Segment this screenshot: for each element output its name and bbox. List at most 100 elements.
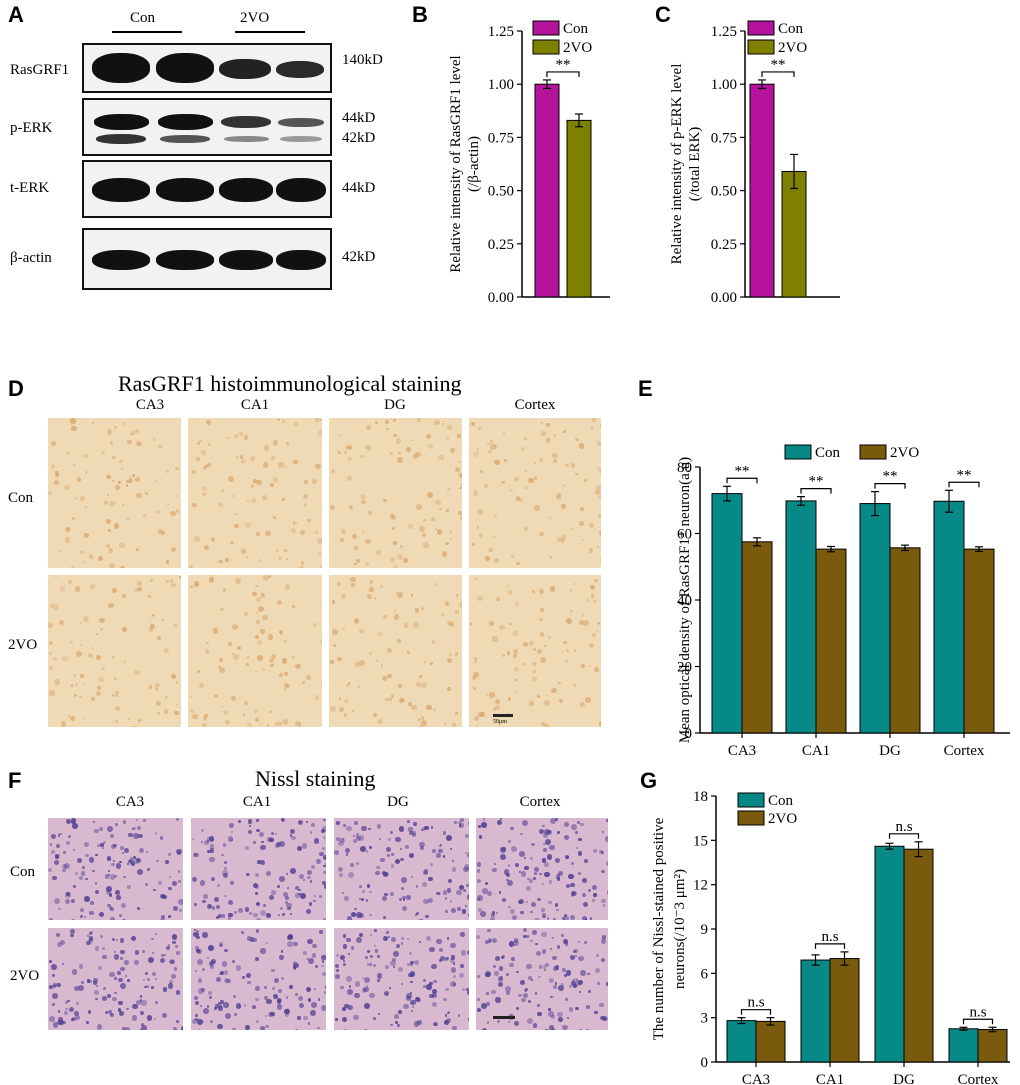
chart-g-sig-bracket (740, 1009, 772, 1015)
panel-f-title: Nissl staining (255, 766, 376, 791)
nissl-tile-3 (476, 818, 608, 920)
panel-d-col-ca1: CA1 (240, 397, 270, 413)
chart-e-bar-con (933, 500, 965, 734)
chart-g-sig-label: n.s (821, 929, 838, 945)
chart-e-xtick-label: Cortex (944, 743, 985, 759)
chart-g-xtick-label: CA3 (742, 1072, 770, 1085)
ihc-tile-5 (188, 575, 322, 727)
panel-d-col-cortex: Cortex (514, 397, 556, 413)
chart-g-bar-2vo (755, 1020, 786, 1063)
chart-g-legend-swatch-con (737, 792, 765, 808)
panel-letter-d: D (8, 376, 24, 401)
chart-e-sig-label: ** (883, 469, 898, 485)
chart-c-legend-label: 2VO (778, 40, 807, 56)
chart-c-ytick-label: 1.00 (711, 77, 737, 93)
chart-e-bar-2vo (963, 548, 995, 734)
chart-e-legend-swatch-2vo (859, 444, 887, 460)
chart-c-ylabel-line: Relative intensity of p-ERK level (669, 64, 685, 265)
ihc-tile-6 (329, 575, 462, 727)
group-underline-con (112, 31, 182, 33)
scale-bar-f (493, 1016, 515, 1019)
panel-f-col-ca1: CA1 (242, 794, 272, 810)
chart-g-bar-2vo (977, 1028, 1008, 1063)
chart-e-sig-bracket (726, 477, 758, 484)
chart-g-bar-con (874, 845, 905, 1063)
ihc-tile-3 (469, 418, 601, 568)
chart-e-sig-label: ** (957, 467, 972, 483)
blot-group-2vo: 2VO (240, 10, 270, 26)
chart-g-xtick-label: CA1 (816, 1072, 844, 1085)
chart-c-legend-label: Con (778, 21, 804, 37)
chart-c-sig-bracket (761, 71, 795, 77)
scale-bar-d (493, 714, 513, 717)
chart-g-ylabel-line: The number of Nissl-stained positive (651, 817, 667, 1040)
blot-bactin (82, 228, 332, 290)
chart-b-bar-2vo (566, 119, 592, 298)
chart-b-ylabel-line: Relative intensity of RasGRF1 level (448, 55, 464, 272)
chart-e-ytick-label: 60 (677, 527, 692, 543)
chart-c-ytick-label: 0.00 (711, 290, 737, 306)
chart-c-bar-con (749, 83, 775, 298)
panel-letter-f: F (8, 768, 22, 793)
nissl-tile-2 (334, 818, 469, 920)
panel-d-col-dg: DG (384, 397, 406, 413)
kd-perk-42: 42kD (342, 130, 376, 146)
chart-g-ytick-label: 18 (693, 789, 708, 805)
chart-b-ytick-label: 0.50 (488, 184, 514, 200)
blot-row-label-perk: p-ERK (10, 120, 53, 136)
panel-letter-b: B (412, 2, 428, 27)
chart-b-sig-bracket (546, 71, 580, 77)
chart-g-sig-label: n.s (747, 995, 764, 1011)
chart-b-legend-swatch-2vo (532, 39, 560, 55)
chart-g-ytick-label: 6 (701, 966, 709, 982)
chart-g-legend-label: Con (768, 793, 794, 809)
chart-c-legend-swatch-con (747, 20, 775, 36)
nissl-tile-7 (476, 928, 608, 1030)
panel-letter-g: G (640, 768, 658, 793)
panel-d-title: RasGRF1 histoimmunological staining (118, 371, 462, 396)
chart-b-legend-label: 2VO (563, 40, 592, 56)
chart-g-sig-bracket (962, 1018, 994, 1025)
chart-b-ytick-label: 1.25 (488, 24, 514, 40)
blot-terk (82, 160, 332, 218)
chart-g-sig-label: n.s (895, 819, 912, 835)
chart-e-bar-2vo (815, 548, 847, 734)
chart-e-bar-2vo (741, 541, 773, 734)
chart-g-ylabel-line: neurons(/10⁻3 μm²) (672, 869, 688, 989)
chart-e-ytick-label: 0 (685, 726, 693, 742)
chart-e-sig-label: ** (735, 463, 750, 479)
group-underline-2vo (235, 31, 305, 33)
chart-g-legend-label: 2VO (768, 811, 797, 827)
chart-e-bar-con (785, 500, 817, 734)
chart-g-ytick-label: 0 (701, 1055, 709, 1071)
chart-b-sig-label: ** (556, 57, 571, 73)
kd-perk-44: 44kD (342, 110, 376, 126)
chart-g-ytick-label: 3 (701, 1011, 709, 1027)
chart-b-ylabel-line: (/β-actin) (466, 136, 482, 192)
nissl-tile-6 (334, 928, 469, 1030)
chart-e-legend-swatch-con (784, 444, 812, 460)
chart-g-bar-con (948, 1028, 979, 1063)
chart-c-ytick-label: 0.75 (711, 130, 737, 146)
chart-e-bar-con (859, 503, 891, 734)
blot-perk (82, 98, 332, 156)
chart-c-ytick-label: 0.50 (711, 184, 737, 200)
panel-d-row-con: Con (8, 490, 34, 506)
chart-g-bar-2vo (829, 958, 860, 1063)
blot-group-con: Con (130, 10, 156, 26)
chart-c-sig-label: ** (771, 57, 786, 73)
chart-g-bar-2vo (903, 848, 934, 1063)
chart-e-ylabel: Mean optical density of RasGRF1⁺ neuron(… (677, 457, 693, 743)
kd-bactin: 42kD (342, 249, 376, 265)
chart-e-xtick-label: CA1 (802, 743, 830, 759)
chart-e-legend-label: Con (815, 445, 841, 461)
chart-e-bar-2vo (889, 547, 921, 734)
ihc-tile-0 (48, 418, 181, 568)
chart-b-ytick-label: 0.75 (488, 130, 514, 146)
panel-f-col-dg: DG (387, 794, 409, 810)
chart-c-ytick-label: 1.25 (711, 24, 737, 40)
nissl-tile-1 (191, 818, 326, 920)
chart-g-xtick-label: DG (893, 1072, 915, 1085)
chart-g-ytick-label: 9 (701, 922, 709, 938)
